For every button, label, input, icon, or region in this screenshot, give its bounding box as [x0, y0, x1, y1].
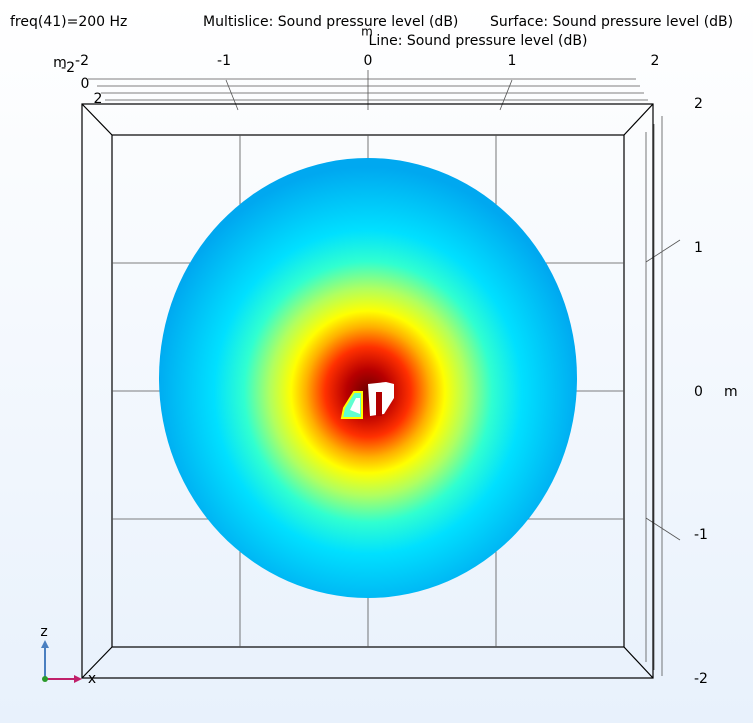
right-perspective-lines	[645, 116, 681, 676]
axis-tick-label: 2	[94, 91, 103, 107]
plot-title: Multislice: Sound pressure level (dB)	[203, 14, 458, 30]
axis-tick-label: 1	[508, 53, 517, 69]
axis-tick-label: 2	[651, 53, 660, 69]
axis-unit: m	[724, 384, 738, 400]
axis-tick-label: 0	[81, 76, 90, 92]
axis-tick-label: -1	[217, 53, 231, 69]
parameter-label: freq(41)=200 Hz	[10, 14, 127, 30]
outer-frame	[81, 103, 654, 679]
axis-triad: z x	[40, 624, 96, 687]
triad-label: x	[88, 671, 96, 687]
axis-unit: m	[53, 55, 67, 71]
plot-title: Surface: Sound pressure level (dB)	[490, 14, 733, 30]
top-tick-lines	[225, 70, 513, 111]
triad-label: z	[40, 624, 47, 640]
plot-title: Line: Sound pressure level (dB)	[369, 33, 588, 49]
axis-unit: m	[361, 25, 373, 39]
axis-tick-label: -2	[61, 60, 75, 76]
axis-tick-label: 2	[694, 96, 703, 112]
pressure-sphere	[159, 158, 577, 598]
top-perspective-lines	[88, 78, 648, 101]
axis-tick-label: -2	[75, 53, 89, 69]
source-object	[340, 382, 394, 419]
axis-tick-label: 0	[364, 53, 373, 69]
frame-corners	[81, 103, 654, 679]
axis-tick-label: -2	[694, 671, 708, 687]
axis-tick-label: 0	[694, 384, 703, 400]
axis-tick-label: 1	[694, 240, 703, 256]
axis-tick-label: -1	[694, 527, 708, 543]
